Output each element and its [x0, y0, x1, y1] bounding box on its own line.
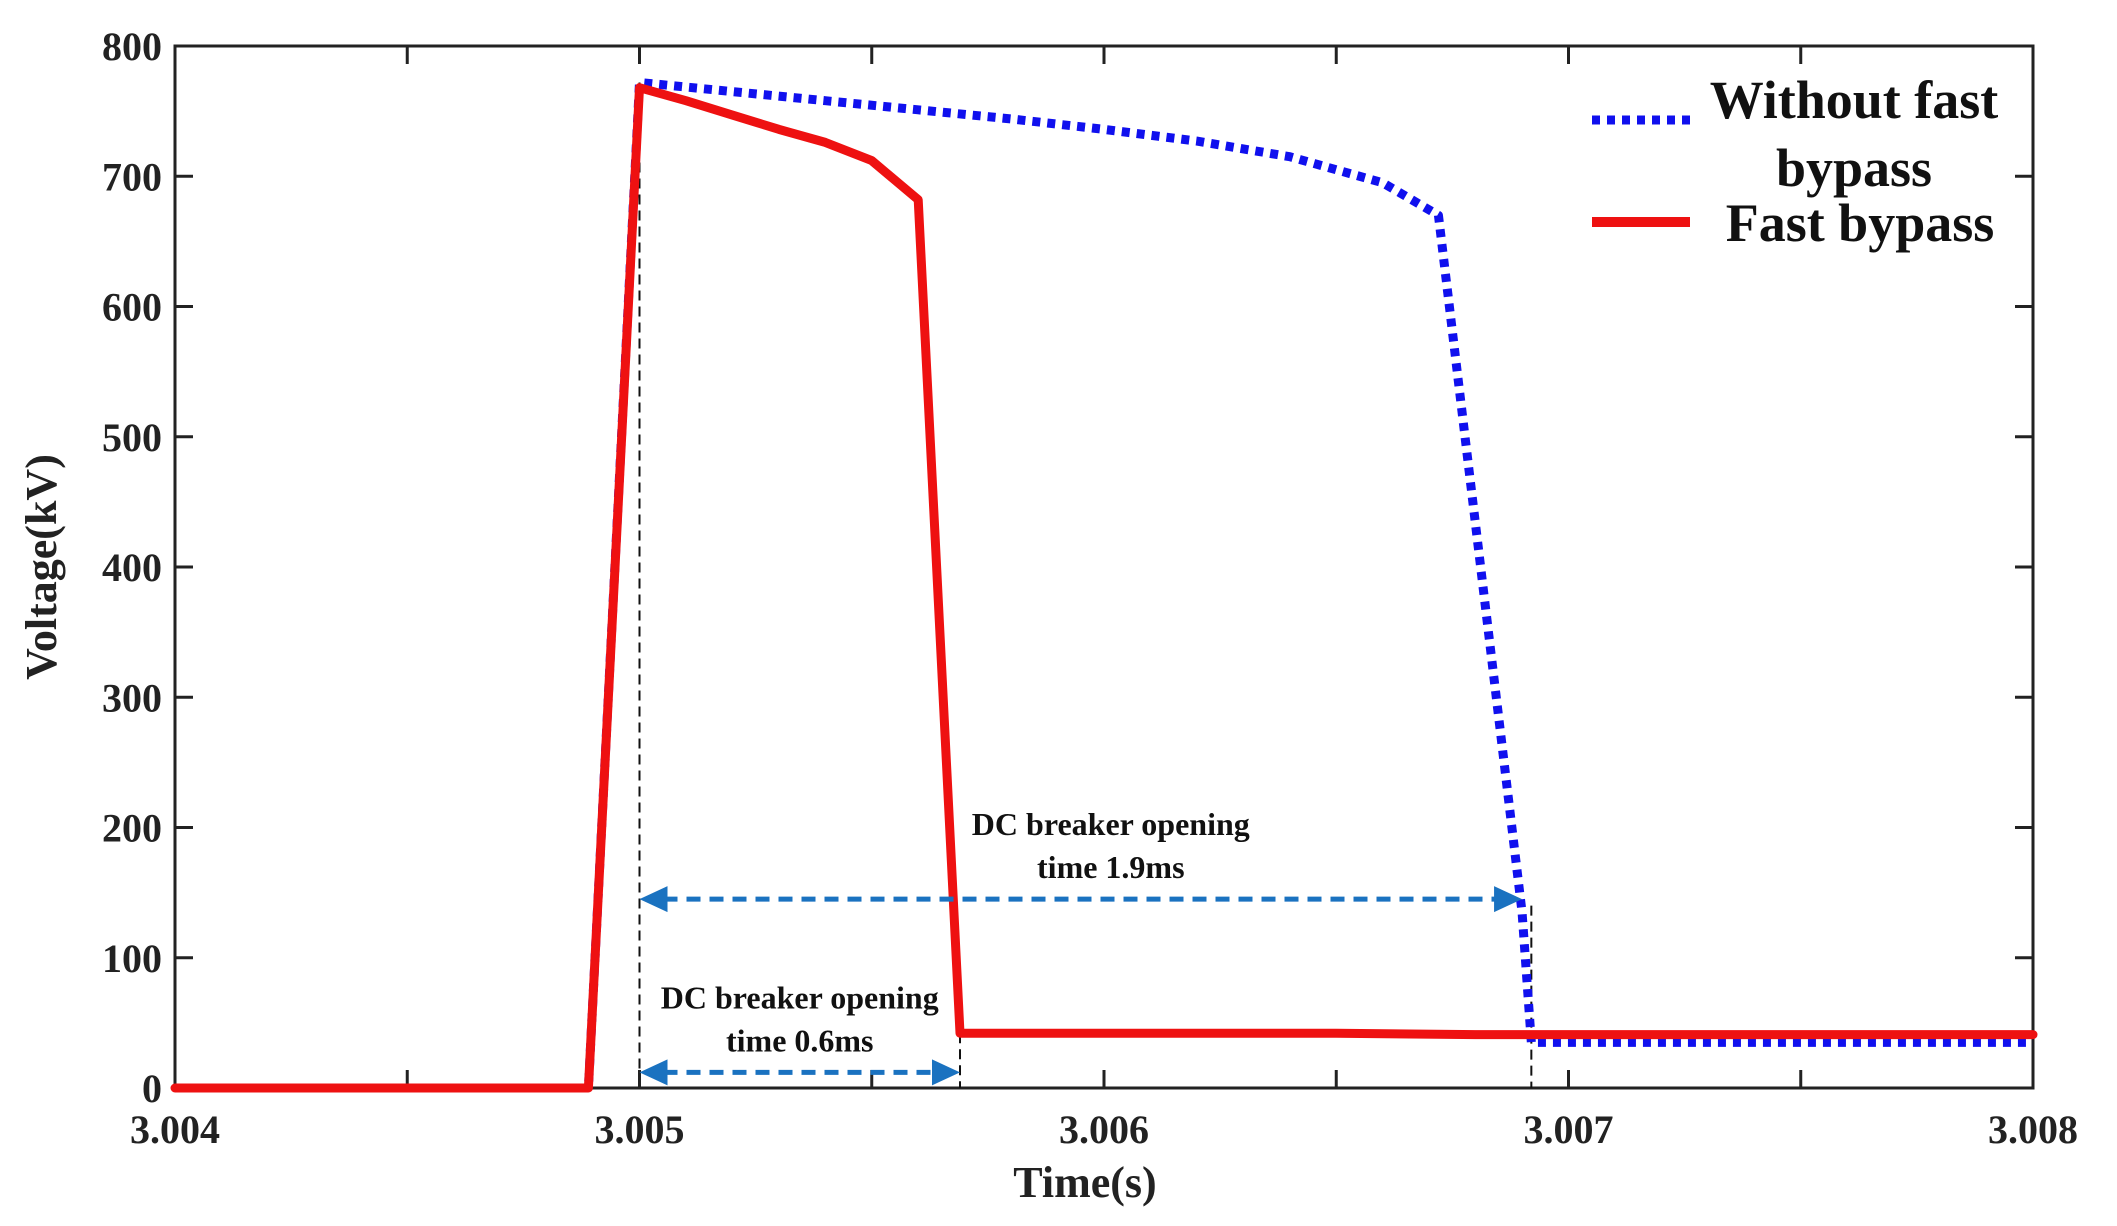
y-tick-label: 0 [142, 1066, 162, 1111]
annotation-text: DC breaker opening [972, 806, 1250, 842]
x-axis-label: Time(s) [1013, 1158, 1156, 1207]
annotation-arrowhead-left [639, 1059, 668, 1086]
legend: Without fast bypass Fast bypass [1592, 70, 1998, 253]
y-tick-label: 800 [102, 24, 162, 69]
y-tick-label: 700 [102, 154, 162, 199]
legend-label-without-fast-bypass-line2: bypass [1776, 138, 1932, 198]
series-lines [170, 77, 2038, 1093]
axis-ticks: 3.004 3.005 3.006 3.007 3.008 0 100 200 300 400 50… [102, 24, 2078, 1152]
y-tick-label: 100 [102, 936, 162, 981]
y-axis-label: Voltage(kV) [17, 454, 66, 680]
legend-label-without-fast-bypass-line1: Without fast [1710, 70, 1999, 130]
x-tick-label: 3.005 [595, 1107, 685, 1152]
x-tick-label: 3.007 [1524, 1107, 1614, 1152]
y-tick-label: 200 [102, 806, 162, 851]
marker-lines [638, 82, 1533, 1088]
legend-label-fast-bypass: Fast bypass [1726, 193, 1995, 253]
x-tick-label: 3.004 [130, 1107, 220, 1152]
annotation-arrowhead-right [932, 1059, 961, 1086]
y-tick-label: 500 [102, 415, 162, 460]
annotation-text: time 0.6ms [726, 1022, 874, 1058]
annotation-arrowhead-left [639, 886, 668, 913]
y-tick-label: 400 [102, 545, 162, 590]
y-tick-label: 600 [102, 285, 162, 330]
series-line-without-fast-bypass [175, 77, 2033, 1093]
annotations: DC breaker opening time 1.9ms DC breaker o… [639, 806, 1523, 1086]
annotation-text: time 1.9ms [1037, 849, 1185, 885]
x-tick-label: 3.006 [1059, 1107, 1149, 1152]
series-line-fast-bypass [170, 83, 2038, 1093]
y-tick-label: 300 [102, 675, 162, 720]
annotation-text: DC breaker opening [661, 979, 939, 1015]
x-tick-label: 3.008 [1988, 1107, 2078, 1152]
annotation-arrowhead-right [1494, 886, 1523, 913]
